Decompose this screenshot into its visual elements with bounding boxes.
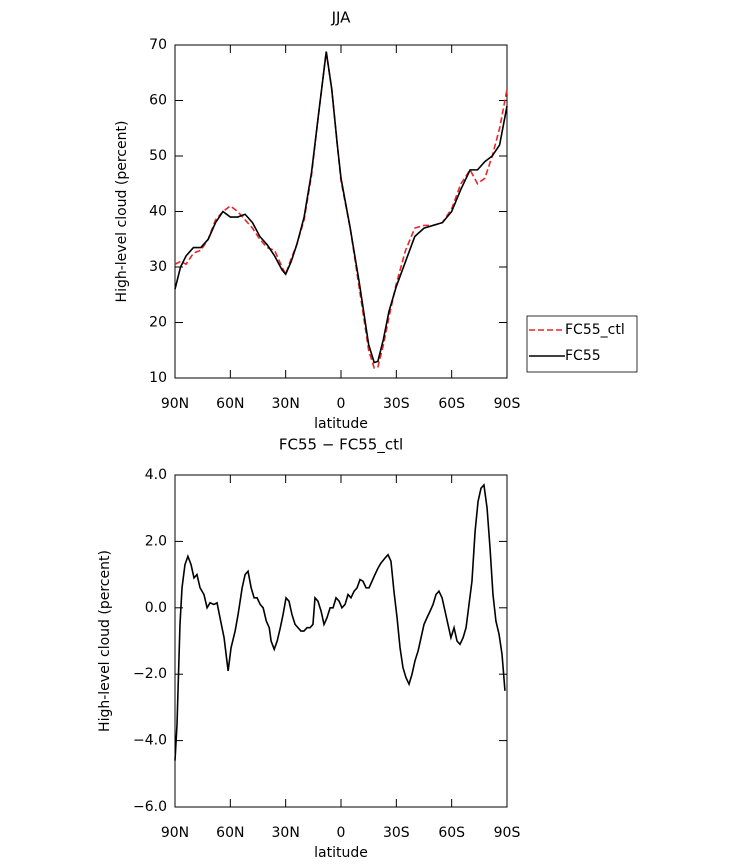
y-tick-label: 60 — [149, 93, 167, 109]
x-tick-label: 60S — [438, 825, 465, 841]
y-axis-label: High-level cloud (percent) — [97, 550, 113, 732]
y-tick-label: −2.0 — [133, 666, 167, 682]
data-line — [174, 51, 508, 370]
x-tick-label: 90S — [494, 396, 521, 412]
y-tick-label: 2.0 — [145, 533, 167, 549]
x-tick-label: 90S — [494, 825, 521, 841]
x-tick-label: 0 — [337, 825, 346, 841]
x-axis-label: latitude — [314, 416, 368, 432]
x-tick-label: 60N — [216, 825, 244, 841]
y-tick-label: 20 — [149, 315, 167, 331]
legend-box — [526, 315, 638, 373]
x-tick-label: 60S — [438, 396, 465, 412]
chart-title: FC55 − FC55_ctl — [279, 436, 403, 455]
x-tick-label: 90N — [161, 396, 189, 412]
data-line — [174, 483, 506, 761]
x-tick-label: 30S — [383, 825, 410, 841]
data-line — [174, 51, 508, 364]
x-axis-label: latitude — [314, 845, 368, 861]
y-tick-label: 40 — [149, 204, 167, 220]
y-tick-label: 30 — [149, 259, 167, 275]
x-tick-label: 30S — [383, 396, 410, 412]
x-tick-label: 30N — [272, 825, 300, 841]
legend-label: FC55_ctl — [565, 322, 625, 338]
y-tick-label: 10 — [149, 370, 167, 386]
y-tick-label: 70 — [149, 37, 167, 53]
x-tick-label: 60N — [216, 396, 244, 412]
legend-label: FC55 — [565, 348, 601, 364]
y-tick-label: 4.0 — [145, 467, 167, 483]
x-tick-label: 30N — [272, 396, 300, 412]
y-tick-label: 0.0 — [145, 600, 167, 616]
x-tick-label: 0 — [337, 396, 346, 412]
plot-frame — [174, 44, 508, 379]
y-tick-label: 50 — [149, 148, 167, 164]
chart-title: JJA — [331, 9, 352, 27]
y-tick-label: −6.0 — [133, 799, 167, 815]
y-tick-label: −4.0 — [133, 733, 167, 749]
x-tick-label: 90N — [161, 825, 189, 841]
y-axis-label: High-level cloud (percent) — [114, 121, 130, 303]
